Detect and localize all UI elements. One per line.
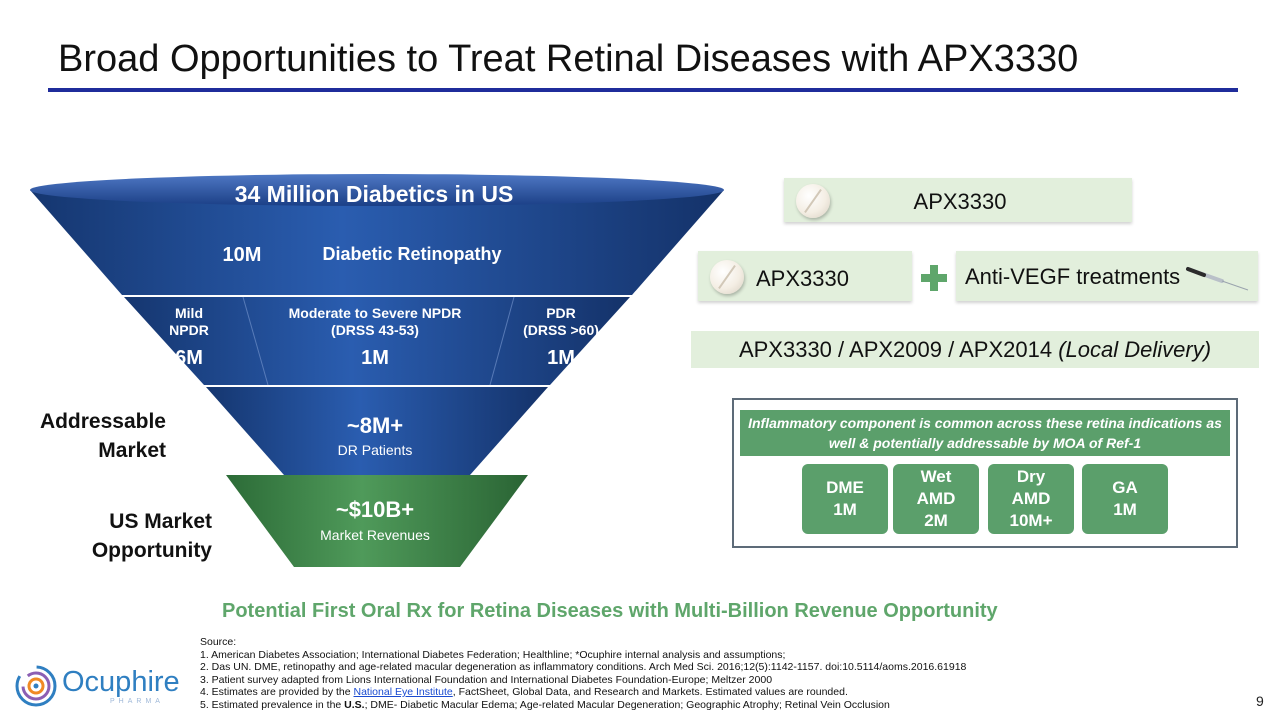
funnel-tier-market	[226, 475, 528, 567]
page-number: 9	[1256, 693, 1264, 709]
inflammatory-box: Inflammatory component is common across …	[732, 398, 1238, 548]
national-eye-institute-link[interactable]: National Eye Institute	[353, 686, 453, 698]
market-label: Market Revenues	[320, 527, 430, 543]
us-market-label: US Market Opportunity	[91, 510, 212, 562]
pill-icon	[710, 260, 744, 294]
disease-card-dry-amd: Dry AMD 10M+	[988, 464, 1074, 534]
funnel-tier-diabetic-retinopathy	[30, 190, 724, 295]
market-value: ~$10B+	[336, 497, 414, 522]
pdr-line1: PDR	[546, 305, 576, 321]
dr-label: Diabetic Retinopathy	[322, 244, 501, 264]
inflammatory-note: Inflammatory component is common across …	[740, 410, 1230, 456]
disease-card-dme: DME 1M	[802, 464, 888, 534]
source-notes: Source: 1. American Diabetes Association…	[200, 636, 967, 711]
pdr-line2: (DRSS >60)	[523, 322, 599, 338]
funnel-rim	[30, 174, 724, 206]
pdr-value: 1M	[547, 347, 575, 369]
moderate-line2: (DRSS 43-53)	[331, 322, 419, 338]
disease-card-ga: GA 1M	[1082, 464, 1168, 534]
tagline: Potential First Oral Rx for Retina Disea…	[222, 600, 998, 622]
apx3330-monotherapy-tag: APX3330	[784, 178, 1132, 222]
disease-card-wet-amd: Wet AMD 2M	[893, 464, 979, 534]
title-underline	[48, 88, 1238, 92]
plus-icon	[921, 265, 947, 291]
addressable-market-label: Addressable Market	[39, 410, 166, 462]
page-title: Broad Opportunities to Treat Retinal Dis…	[58, 38, 1079, 80]
addressable-value: ~8M+	[347, 413, 403, 438]
local-delivery-tag: APX3330 / APX2009 / APX2014 (Local Deliv…	[691, 331, 1259, 368]
pill-icon	[796, 184, 830, 218]
dr-count: 10M	[223, 244, 262, 266]
mild-line2: NPDR	[169, 322, 209, 338]
mild-value: 6M	[175, 347, 203, 369]
syringe-icon	[1186, 267, 1249, 291]
anti-vegf-tag: Anti-VEGF treatments	[956, 251, 1258, 301]
moderate-line1: Moderate to Severe NPDR	[289, 305, 462, 321]
addressable-label: DR Patients	[338, 442, 413, 458]
funnel-tier-npdr	[124, 297, 630, 385]
ocuphire-logo-icon	[15, 665, 57, 707]
moderate-value: 1M	[361, 347, 389, 369]
ocuphire-logo: Ocuphire PHARMA	[14, 662, 194, 710]
funnel-tier-addressable	[206, 387, 548, 475]
apx3330-combo-tag: APX3330	[698, 251, 912, 301]
mild-line1: Mild	[175, 305, 203, 321]
market-funnel: 34 Million Diabetics in US 10M Diabetic …	[30, 174, 724, 567]
funnel-top-header: 34 Million Diabetics in US	[235, 181, 514, 207]
